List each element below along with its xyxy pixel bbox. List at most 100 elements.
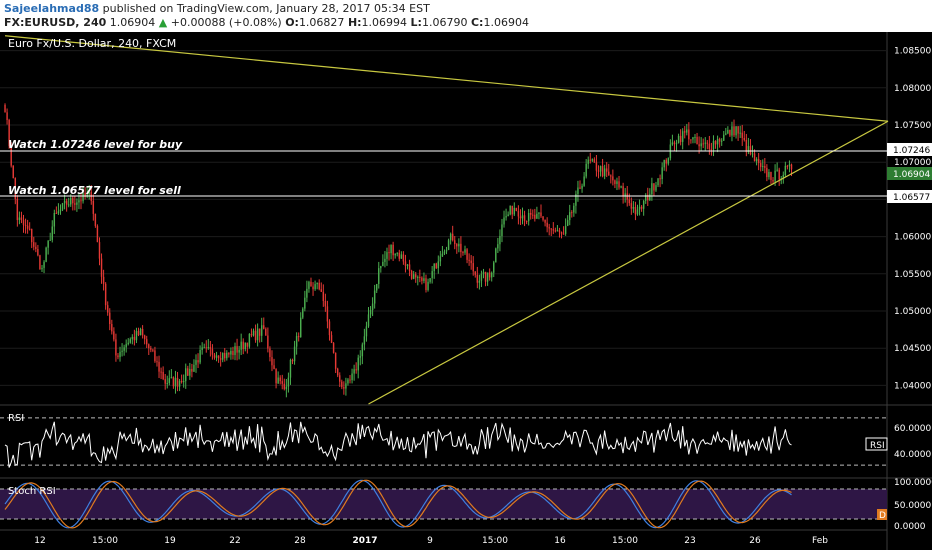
candle-body: [123, 347, 125, 351]
candle-body: [154, 350, 156, 362]
candle-body: [336, 368, 339, 376]
candle-body: [228, 352, 230, 355]
rsi-tag: [865, 437, 888, 451]
candle-body: [657, 178, 659, 186]
candle-body: [43, 261, 45, 268]
candle-body: [254, 330, 257, 341]
candle-body: [521, 215, 524, 219]
candle-body: [509, 205, 511, 215]
trendline-layer[interactable]: [4, 35, 889, 405]
candle-body: [306, 288, 308, 298]
candle-body: [636, 209, 639, 215]
candle-body: [334, 352, 337, 369]
candle-body: [762, 166, 764, 168]
candle-body: [129, 339, 132, 343]
sell-annotation[interactable]: Watch 1.06577 level for sell: [8, 184, 181, 197]
candle-body: [558, 230, 561, 233]
candle-body: [119, 351, 121, 358]
time-tick-label: 15:00: [482, 536, 508, 546]
candle-body: [361, 344, 364, 357]
candle-body: [659, 178, 661, 180]
candle-body: [410, 270, 413, 279]
candle-body: [486, 272, 489, 282]
candle-body: [242, 341, 244, 350]
candle-body: [37, 249, 39, 256]
candle-body: [74, 203, 76, 205]
buy-annotation[interactable]: Watch 1.07246 level for buy: [8, 138, 183, 151]
candle-body: [217, 355, 220, 359]
buy-level-tag: [887, 143, 932, 156]
candle-body: [33, 242, 35, 247]
candle-body: [117, 355, 119, 358]
candle-body: [456, 244, 458, 247]
candle-body: [164, 379, 166, 384]
candle-body: [484, 271, 487, 282]
candle-body: [187, 368, 189, 376]
time-tick-label: 2017: [352, 536, 377, 546]
candle-body: [692, 137, 694, 140]
trading-chart[interactable]: Euro Fx/U.S. Dollar, 240, FXCM Watch 1.0…: [0, 32, 932, 550]
candle-body: [400, 254, 403, 259]
candle-body: [10, 146, 12, 166]
candle-body: [92, 200, 95, 214]
candle-body: [373, 290, 376, 304]
candle-body: [341, 381, 343, 388]
candle-body: [57, 211, 60, 214]
candle-body: [616, 181, 618, 184]
candle-body: [585, 163, 587, 177]
candle-body: [205, 347, 207, 349]
candle-body: [289, 359, 292, 378]
chart-area[interactable]: Euro Fx/U.S. Dollar, 240, FXCM Watch 1.0…: [0, 32, 932, 550]
candle-body: [252, 330, 255, 336]
candle-body: [100, 258, 103, 277]
candle-body: [394, 253, 396, 256]
candle-body: [22, 219, 25, 225]
candle-body: [35, 246, 37, 250]
candle-body: [4, 104, 6, 113]
candle-body: [158, 361, 160, 372]
candle-body: [322, 291, 325, 301]
candle-body: [121, 350, 123, 352]
candle-body: [279, 377, 281, 382]
candle-body: [753, 153, 756, 162]
time-tick-label: Feb: [812, 536, 828, 546]
candle-body: [180, 380, 183, 383]
candle-body: [367, 314, 370, 327]
price-tick-label: 1.04500: [894, 344, 931, 354]
candle-body: [332, 343, 335, 353]
candle-body: [644, 194, 647, 201]
candle-body: [106, 305, 109, 313]
candle-body: [82, 192, 84, 202]
candle-body: [454, 240, 456, 245]
time-tick-label: 9: [427, 536, 433, 546]
time-tick-label: 15:00: [92, 536, 118, 546]
candle-body: [445, 249, 448, 252]
candle-body: [788, 164, 791, 167]
stoch-rsi-pane[interactable]: [0, 479, 887, 529]
candle-body: [712, 141, 715, 150]
candle-body: [291, 359, 294, 362]
candle-body: [406, 264, 409, 266]
stoch-tick-0: 0.0000: [894, 522, 926, 532]
candle-body: [608, 171, 610, 176]
ohlc-line: FX:EURUSD, 240 1.06904 ▲ +0.00088 (+0.08…: [4, 16, 529, 29]
candle-body: [378, 268, 380, 284]
candle-body: [495, 248, 497, 263]
candle-body: [320, 289, 322, 292]
candle-body: [649, 194, 651, 201]
candle-body: [195, 360, 197, 365]
candle-body: [277, 377, 279, 384]
candle-body: [476, 274, 479, 283]
time-axis[interactable]: 12 15:00 19 22 28 2017 9 15:00 16 15:00 23 26 Feb: [34, 536, 828, 546]
candle-body: [706, 142, 709, 144]
candle-body: [203, 347, 205, 349]
candle-body: [396, 252, 398, 254]
rsi-pane[interactable]: [0, 417, 887, 468]
candle-body: [772, 179, 774, 182]
candle-body: [735, 126, 737, 136]
candle-body: [640, 206, 643, 209]
candle-body: [466, 249, 468, 260]
candle-body: [353, 369, 355, 374]
candle-body: [462, 252, 464, 254]
author-link[interactable]: Sajeelahmad88: [4, 2, 100, 15]
